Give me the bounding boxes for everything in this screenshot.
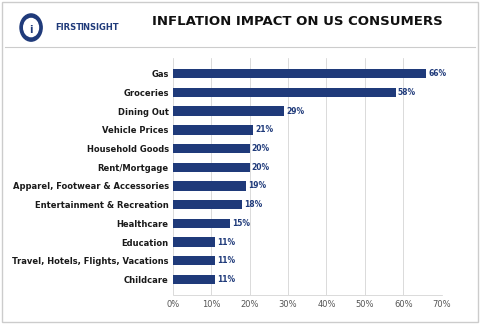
Text: 11%: 11%	[217, 275, 235, 284]
Text: 20%: 20%	[252, 144, 270, 153]
Bar	[173, 125, 253, 134]
Bar	[173, 200, 242, 209]
Text: 19%: 19%	[248, 181, 266, 191]
Bar	[173, 256, 215, 265]
Bar	[173, 237, 215, 247]
Text: FIRST: FIRST	[55, 23, 82, 32]
Text: 21%: 21%	[255, 125, 274, 134]
Circle shape	[24, 18, 38, 37]
Text: 15%: 15%	[232, 219, 251, 228]
Bar	[173, 69, 426, 78]
Text: INFLATION IMPACT ON US CONSUMERS: INFLATION IMPACT ON US CONSUMERS	[152, 15, 443, 28]
Circle shape	[20, 14, 42, 41]
Text: 58%: 58%	[397, 88, 416, 97]
Text: 11%: 11%	[217, 256, 235, 265]
Text: 11%: 11%	[217, 237, 235, 247]
Bar	[173, 219, 230, 228]
Text: i: i	[29, 25, 33, 35]
Bar	[173, 163, 250, 172]
Text: 66%: 66%	[428, 69, 446, 78]
Text: 29%: 29%	[286, 107, 304, 116]
Text: 18%: 18%	[244, 200, 262, 209]
Bar	[173, 88, 396, 97]
Text: INSIGHT: INSIGHT	[80, 23, 119, 32]
Bar	[173, 144, 250, 153]
Bar	[173, 275, 215, 284]
Text: 20%: 20%	[252, 163, 270, 172]
Bar	[173, 181, 246, 191]
Bar	[173, 107, 284, 116]
